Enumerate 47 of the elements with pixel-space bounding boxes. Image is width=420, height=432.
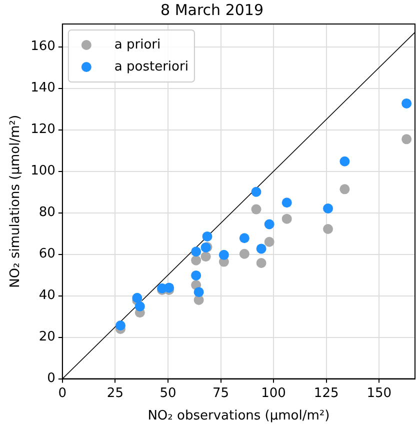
point bbox=[115, 320, 126, 330]
point bbox=[200, 252, 211, 262]
point bbox=[194, 287, 204, 298]
y-tick-label: 120 bbox=[30, 122, 56, 138]
y-tick-label: 60 bbox=[38, 246, 56, 262]
y-tick-label: 0 bbox=[47, 371, 56, 386]
point bbox=[256, 244, 266, 254]
point bbox=[191, 270, 202, 280]
point bbox=[256, 258, 266, 268]
point bbox=[323, 203, 334, 214]
x-tick-label: 75 bbox=[212, 386, 230, 401]
y-tick-label: 20 bbox=[38, 330, 56, 345]
point bbox=[239, 248, 250, 259]
point bbox=[264, 219, 274, 230]
y-tick-label: 100 bbox=[30, 164, 56, 179]
point bbox=[239, 233, 250, 244]
y-tick-label: 80 bbox=[38, 205, 56, 220]
point bbox=[323, 224, 334, 234]
point bbox=[282, 198, 292, 208]
point bbox=[132, 292, 142, 303]
point bbox=[340, 184, 350, 194]
chart-title: 8 March 2019 bbox=[160, 0, 264, 19]
point bbox=[251, 204, 262, 214]
legend-label: a posteriori bbox=[114, 59, 188, 74]
y-tick-label: 160 bbox=[30, 39, 56, 54]
point bbox=[134, 301, 145, 312]
x-axis-title: NO₂ observations (μmol/m²) bbox=[148, 408, 330, 424]
y-tick-label: 140 bbox=[30, 80, 56, 96]
point bbox=[218, 250, 229, 260]
point bbox=[282, 214, 292, 224]
point bbox=[251, 186, 262, 197]
x-tick-label: 100 bbox=[261, 386, 286, 401]
x-tick-label: 150 bbox=[366, 386, 392, 401]
legend-label: a priori bbox=[114, 37, 161, 52]
x-tick-label: 50 bbox=[160, 386, 176, 401]
point bbox=[402, 98, 412, 108]
point bbox=[340, 156, 350, 166]
y-tick-label: 40 bbox=[38, 288, 56, 304]
point bbox=[264, 236, 274, 247]
x-tick-label: 25 bbox=[106, 386, 124, 401]
point bbox=[191, 246, 202, 257]
x-tick-label: 125 bbox=[314, 386, 339, 401]
y-axis-title: NO₂ simulations (μmol/m²) bbox=[8, 114, 24, 288]
point bbox=[202, 231, 212, 242]
point bbox=[402, 134, 412, 144]
x-tick-label: 0 bbox=[58, 386, 67, 401]
point bbox=[191, 255, 202, 266]
